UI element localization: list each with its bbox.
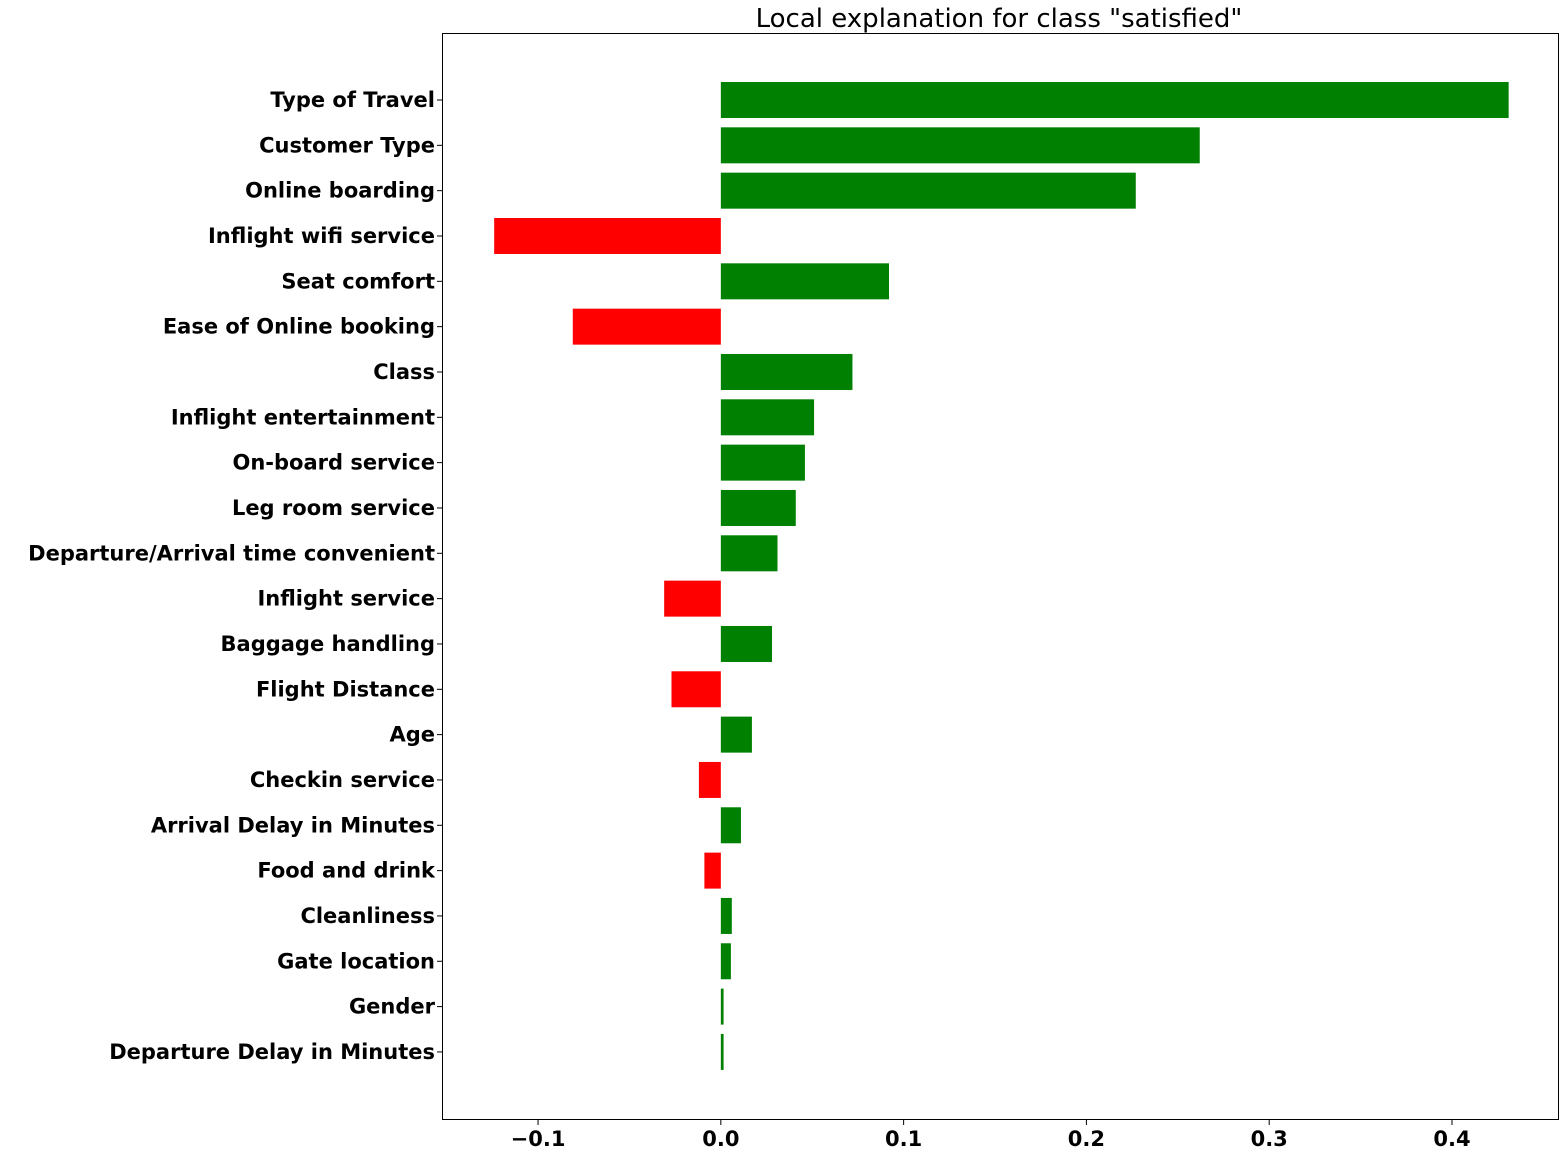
bar-4: [720, 263, 889, 300]
y-tick-label-6: Class: [373, 360, 435, 384]
bar-18: [720, 897, 732, 934]
bar-19: [720, 943, 731, 980]
y-tick-label-7: Inflight entertainment: [171, 405, 435, 429]
bar-8: [720, 444, 805, 481]
x-tick-label-0: −0.1: [511, 1127, 566, 1151]
y-tick-label-9: Leg room service: [232, 496, 435, 520]
bar-3: [494, 217, 721, 254]
bar-0: [720, 82, 1509, 118]
y-tick-label-20: Gender: [349, 995, 436, 1019]
y-tick-label-18: Cleanliness: [300, 904, 435, 928]
y-tick-label-17: Food and drink: [257, 859, 436, 883]
bar-6: [720, 353, 853, 390]
y-tick-label-8: On-board service: [232, 451, 435, 475]
bars-group: [494, 82, 1509, 1070]
x-tick-label-5: 0.4: [1433, 1127, 1470, 1151]
y-tick-label-5: Ease of Online booking: [163, 315, 435, 339]
y-tick-label-4: Seat comfort: [281, 269, 435, 293]
bar-17: [704, 852, 721, 889]
y-tick-label-12: Baggage handling: [221, 632, 435, 656]
plot-frame: [442, 33, 1559, 1120]
y-tick-label-19: Gate location: [277, 949, 435, 973]
x-tick-label-3: 0.2: [1068, 1127, 1105, 1151]
y-axis-labels: Type of Travel Customer Type Online boardi…: [28, 88, 443, 1064]
y-tick-label-10: Departure/Arrival time convenient: [28, 541, 435, 565]
bar-14: [720, 716, 752, 753]
y-tick-label-14: Age: [389, 723, 435, 747]
bar-12: [720, 625, 773, 662]
bar-7: [720, 399, 815, 436]
x-tick-label-4: 0.3: [1251, 1127, 1288, 1151]
bar-13: [671, 671, 721, 708]
x-tick-label-2: 0.1: [885, 1127, 922, 1151]
bar-20: [720, 988, 724, 1025]
y-tick-label-2: Online boarding: [245, 179, 435, 203]
y-tick-label-13: Flight Distance: [256, 677, 435, 701]
bar-1: [720, 127, 1200, 164]
bar-10: [720, 535, 778, 572]
bar-16: [720, 807, 741, 844]
bar-2: [720, 172, 1136, 209]
bar-21: [720, 1033, 724, 1070]
chart-title: Local explanation for class "satisfied": [756, 4, 1243, 34]
bar-15: [698, 761, 721, 798]
y-tick-label-11: Inflight service: [257, 587, 435, 611]
bar-5: [572, 308, 721, 345]
bar-11: [664, 580, 721, 617]
y-tick-label-21: Departure Delay in Minutes: [109, 1040, 435, 1064]
y-tick-label-1: Customer Type: [259, 133, 435, 157]
y-tick-label-16: Arrival Delay in Minutes: [151, 813, 435, 837]
y-tick-label-0: Type of Travel: [270, 88, 435, 112]
x-axis: −0.1 0.0 0.1 0.2 0.3 0.4: [511, 1119, 1471, 1151]
bar-9: [720, 489, 796, 526]
y-tick-label-3: Inflight wifi service: [208, 224, 435, 248]
x-tick-label-1: 0.0: [702, 1127, 739, 1151]
y-tick-label-15: Checkin service: [250, 768, 435, 792]
